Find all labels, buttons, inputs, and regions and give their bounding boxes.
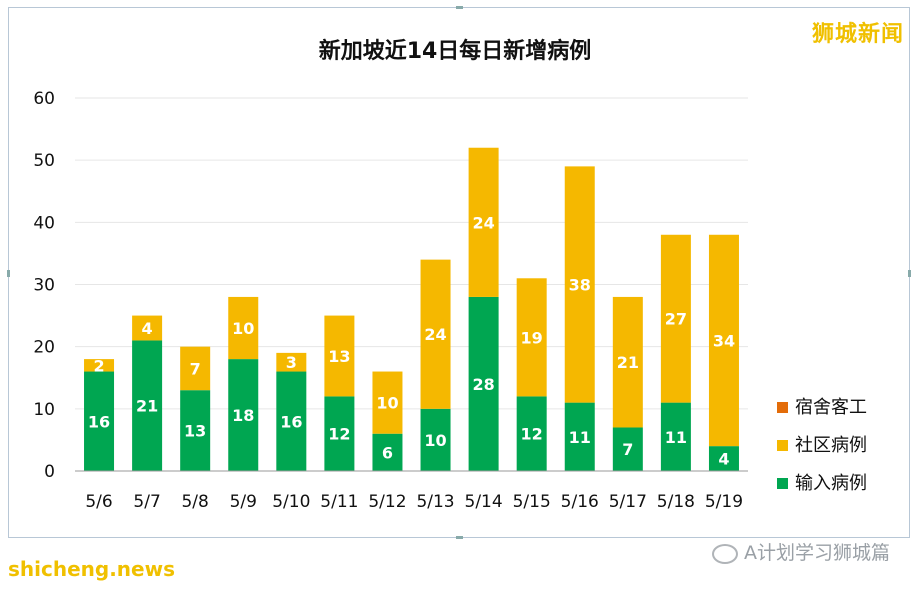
wechat-icon — [712, 543, 738, 564]
data-label: 10 — [424, 431, 446, 450]
bars: 16 2 21 4 13 7 18 10 16 3 12 13 6 10 10 24 28 24 12 19 11 38 7… — [84, 147, 739, 471]
data-label: 24 — [472, 213, 494, 232]
bar-segment — [132, 315, 163, 341]
x-tick-label: 5/9 — [230, 492, 257, 512]
bar-segment — [564, 166, 595, 403]
x-tick-label: 5/19 — [705, 492, 743, 512]
y-tick-label: 10 — [33, 400, 55, 420]
x-tick-label: 5/7 — [133, 492, 160, 512]
bar-segment — [612, 427, 643, 471]
x-tick-label: 5/18 — [657, 492, 695, 512]
data-label: 21 — [617, 353, 639, 372]
resize-handle-left[interactable] — [7, 270, 10, 277]
data-label: 7 — [190, 359, 201, 378]
bar-segment — [132, 340, 163, 471]
x-tick-label: 5/15 — [513, 492, 551, 512]
legend-label: 输入病例 — [795, 473, 867, 494]
bar-segment — [180, 346, 211, 391]
bar-segment — [372, 371, 403, 434]
x-tick-label: 5/17 — [609, 492, 647, 512]
resize-handle-bottom[interactable] — [456, 536, 463, 539]
bar-segment — [612, 296, 643, 428]
x-tick-label: 5/8 — [181, 492, 208, 512]
data-label: 10 — [376, 394, 398, 413]
data-label: 10 — [232, 319, 254, 338]
data-label: 27 — [665, 310, 687, 329]
x-tick-label: 5/6 — [85, 492, 112, 512]
x-tick-label: 5/13 — [416, 492, 454, 512]
data-label: 11 — [569, 428, 591, 447]
data-label: 28 — [472, 375, 494, 394]
data-label: 3 — [286, 353, 297, 372]
data-label: 19 — [521, 328, 543, 347]
bar-segment — [324, 315, 355, 397]
data-label: 7 — [622, 440, 633, 459]
x-tick-label: 5/12 — [368, 492, 406, 512]
legend-swatch — [777, 440, 788, 451]
bar-segment — [516, 278, 547, 397]
data-label: 24 — [424, 325, 446, 344]
bar-segment — [372, 433, 403, 471]
y-tick-label: 60 — [33, 89, 55, 109]
bar-segment — [420, 408, 451, 471]
bar-segment — [708, 234, 739, 447]
data-label: 12 — [328, 425, 350, 444]
bar-segment — [228, 359, 259, 471]
x-tick-label: 5/14 — [465, 492, 503, 512]
account-name: A计划学习狮城篇 — [744, 542, 890, 564]
data-label: 16 — [88, 412, 110, 431]
data-label: 34 — [713, 331, 735, 350]
data-label: 6 — [382, 443, 393, 462]
data-label: 12 — [521, 425, 543, 444]
data-label: 21 — [136, 397, 158, 416]
x-tick-label: 5/16 — [561, 492, 599, 512]
bar-segment — [468, 296, 499, 471]
x-tick-label: 5/11 — [320, 492, 358, 512]
source-watermark: shicheng.news — [8, 557, 175, 581]
x-tick-label: 5/10 — [272, 492, 310, 512]
legend-label: 宿舍客工 — [795, 397, 867, 418]
bar-segment — [468, 147, 499, 297]
bar-segment — [84, 359, 115, 372]
bar-segment — [276, 352, 307, 372]
data-label: 2 — [93, 356, 104, 375]
legend-label: 社区病例 — [795, 435, 867, 456]
data-label: 13 — [328, 347, 350, 366]
data-label: 4 — [718, 450, 729, 469]
y-tick-label: 20 — [33, 338, 55, 358]
data-label: 16 — [280, 412, 302, 431]
y-tick-label: 0 — [44, 462, 55, 482]
data-label: 11 — [665, 428, 687, 447]
legend-swatch — [777, 402, 788, 413]
resize-handle-right[interactable] — [908, 270, 911, 277]
bar-segment — [324, 396, 355, 471]
y-tick-label: 30 — [33, 276, 55, 296]
data-label: 4 — [142, 319, 153, 338]
chart-title: 新加坡近14日每日新增病例 — [319, 38, 592, 64]
bar-segment — [708, 446, 739, 471]
data-label: 13 — [184, 422, 206, 441]
resize-handle-top[interactable] — [456, 6, 463, 9]
data-label: 18 — [232, 406, 254, 425]
bar-segment — [276, 371, 307, 471]
data-label: 38 — [569, 276, 591, 295]
account-caption: A计划学习狮城篇 — [712, 538, 890, 565]
gridlines — [75, 97, 748, 410]
bar-segment — [180, 390, 211, 471]
y-tick-label: 40 — [33, 213, 55, 233]
bar-segment — [564, 402, 595, 471]
y-tick-label: 50 — [33, 151, 55, 171]
legend-swatch — [777, 478, 788, 489]
watermark-logo: 狮城新闻 — [811, 22, 904, 47]
bar-segment — [84, 371, 115, 471]
bar-segment — [420, 259, 451, 409]
bar-segment — [228, 296, 259, 360]
bar-segment — [660, 402, 691, 471]
bar-segment — [660, 234, 691, 403]
bar-segment — [516, 396, 547, 471]
axes: 0 10 20 30 40 50 60 5/6 5/7 5/8 5/9 5/10 5/11 5/12 5/1… — [33, 89, 748, 512]
